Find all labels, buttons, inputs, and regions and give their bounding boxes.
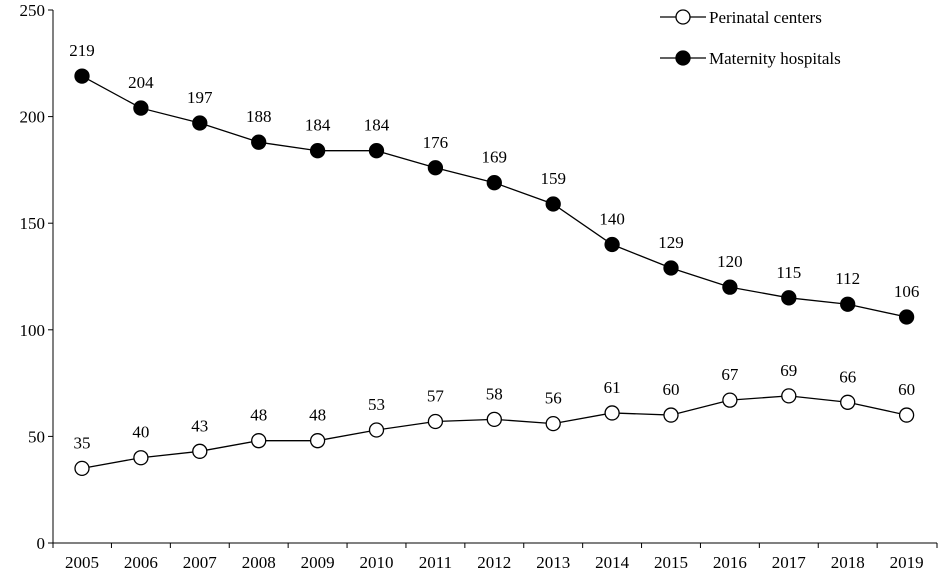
data-point-maternity-hospitals bbox=[133, 100, 149, 116]
data-label-maternity-hospitals: 140 bbox=[599, 210, 625, 229]
data-point-maternity-hospitals bbox=[192, 115, 208, 131]
y-tick-label: 0 bbox=[37, 534, 46, 553]
data-point-perinatal-centers bbox=[604, 405, 620, 421]
data-point-perinatal-centers bbox=[251, 433, 267, 449]
data-label-perinatal-centers: 53 bbox=[368, 395, 385, 414]
data-label-maternity-hospitals: 184 bbox=[364, 116, 390, 135]
data-point-perinatal-centers bbox=[74, 460, 90, 477]
x-tick-label: 2013 bbox=[536, 553, 570, 572]
data-label-maternity-hospitals: 184 bbox=[305, 116, 331, 135]
x-tick-label: 2007 bbox=[183, 553, 218, 572]
data-label-maternity-hospitals: 197 bbox=[187, 88, 213, 107]
data-point-perinatal-centers bbox=[309, 433, 326, 449]
data-label-perinatal-centers: 48 bbox=[309, 406, 326, 425]
legend-marker bbox=[675, 9, 691, 25]
data-point-perinatal-centers bbox=[722, 392, 738, 408]
data-point-maternity-hospitals bbox=[368, 143, 385, 159]
y-tick-label: 150 bbox=[20, 214, 46, 233]
data-label-perinatal-centers: 60 bbox=[898, 380, 915, 399]
series-maternity-hospitals: 219 204 197 188 184 184 176 169 159 140 129 120 115 1… bbox=[69, 41, 920, 325]
data-point-maternity-hospitals bbox=[251, 134, 267, 150]
data-point-maternity-hospitals bbox=[545, 196, 561, 212]
data-point-perinatal-centers bbox=[427, 413, 444, 430]
data-label-maternity-hospitals: 120 bbox=[717, 252, 743, 271]
data-label-maternity-hospitals: 219 bbox=[69, 41, 95, 60]
data-label-maternity-hospitals: 112 bbox=[835, 269, 860, 288]
data-point-perinatal-centers bbox=[368, 422, 385, 438]
data-point-perinatal-centers bbox=[545, 415, 561, 432]
axes: 0 50 100 150 200 250 2005 2006 2007 2008 2009 2010 2… bbox=[20, 1, 938, 572]
data-label-maternity-hospitals: 176 bbox=[423, 133, 449, 152]
data-label-maternity-hospitals: 115 bbox=[776, 263, 801, 282]
data-label-maternity-hospitals: 106 bbox=[894, 282, 920, 301]
data-point-maternity-hospitals bbox=[309, 143, 326, 159]
data-point-perinatal-centers bbox=[192, 443, 208, 459]
data-point-maternity-hospitals bbox=[663, 260, 679, 276]
y-tick-label: 250 bbox=[20, 1, 46, 20]
legend-item-maternity-hospitals: Maternity hospitals bbox=[660, 49, 841, 68]
data-label-perinatal-centers: 69 bbox=[780, 361, 797, 380]
x-tick-label: 2005 bbox=[65, 553, 99, 572]
data-point-perinatal-centers bbox=[133, 450, 149, 466]
x-tick-label: 2014 bbox=[595, 553, 630, 572]
data-point-maternity-hospitals bbox=[604, 236, 620, 253]
data-label-perinatal-centers: 60 bbox=[663, 380, 680, 399]
data-point-perinatal-centers bbox=[486, 411, 502, 427]
x-tick-label: 2011 bbox=[419, 553, 452, 572]
data-point-perinatal-centers bbox=[898, 407, 915, 423]
x-tick-label: 2006 bbox=[124, 553, 158, 572]
data-point-maternity-hospitals bbox=[840, 296, 856, 312]
data-label-perinatal-centers: 56 bbox=[545, 389, 562, 408]
y-tick-label: 50 bbox=[28, 427, 45, 446]
data-label-perinatal-centers: 43 bbox=[191, 416, 208, 435]
legend-label: Perinatal centers bbox=[709, 8, 822, 27]
y-tick-label: 200 bbox=[20, 108, 46, 127]
data-label-maternity-hospitals: 159 bbox=[540, 169, 566, 188]
series-layer: 35 40 43 48 48 53 57 58 56 61 60 67 69 66 60 219 204 197 1… bbox=[69, 41, 920, 477]
legend-item-perinatal-centers: Perinatal centers bbox=[660, 8, 822, 27]
x-tick-label: 2009 bbox=[301, 553, 335, 572]
x-tick-label: 2012 bbox=[477, 553, 511, 572]
data-label-perinatal-centers: 40 bbox=[132, 423, 149, 442]
data-point-maternity-hospitals bbox=[486, 175, 502, 191]
data-label-perinatal-centers: 66 bbox=[839, 367, 856, 386]
data-label-perinatal-centers: 48 bbox=[250, 406, 267, 425]
data-label-perinatal-centers: 35 bbox=[74, 433, 91, 452]
data-label-perinatal-centers: 67 bbox=[721, 365, 739, 384]
data-point-maternity-hospitals bbox=[427, 160, 444, 176]
x-tick-label: 2015 bbox=[654, 553, 688, 572]
data-point-perinatal-centers bbox=[663, 407, 679, 423]
series-perinatal-centers: 35 40 43 48 48 53 57 58 56 61 60 67 69 66 60 bbox=[74, 361, 915, 477]
data-point-maternity-hospitals bbox=[898, 309, 915, 325]
x-tick-label: 2008 bbox=[242, 553, 276, 572]
x-tick-label: 2010 bbox=[360, 553, 394, 572]
data-point-perinatal-centers bbox=[840, 394, 856, 410]
data-label-maternity-hospitals: 188 bbox=[246, 107, 272, 126]
x-tick-label: 2017 bbox=[772, 553, 807, 572]
data-label-perinatal-centers: 58 bbox=[486, 384, 503, 403]
data-point-maternity-hospitals bbox=[781, 290, 797, 306]
legend-marker bbox=[675, 50, 691, 66]
data-label-perinatal-centers: 57 bbox=[427, 386, 445, 405]
y-tick-label: 100 bbox=[20, 321, 46, 340]
data-point-perinatal-centers bbox=[781, 388, 797, 404]
data-label-maternity-hospitals: 204 bbox=[128, 73, 154, 92]
legend: Perinatal centers Maternity hospitals bbox=[660, 8, 841, 68]
x-tick-label: 2019 bbox=[890, 553, 924, 572]
data-label-maternity-hospitals: 129 bbox=[658, 233, 684, 252]
data-label-perinatal-centers: 61 bbox=[604, 378, 621, 397]
x-tick-label: 2016 bbox=[713, 553, 747, 572]
x-tick-label: 2018 bbox=[831, 553, 865, 572]
data-label-maternity-hospitals: 169 bbox=[482, 148, 508, 167]
legend-label: Maternity hospitals bbox=[709, 49, 841, 68]
data-point-maternity-hospitals bbox=[74, 68, 90, 84]
data-point-maternity-hospitals bbox=[722, 279, 738, 295]
